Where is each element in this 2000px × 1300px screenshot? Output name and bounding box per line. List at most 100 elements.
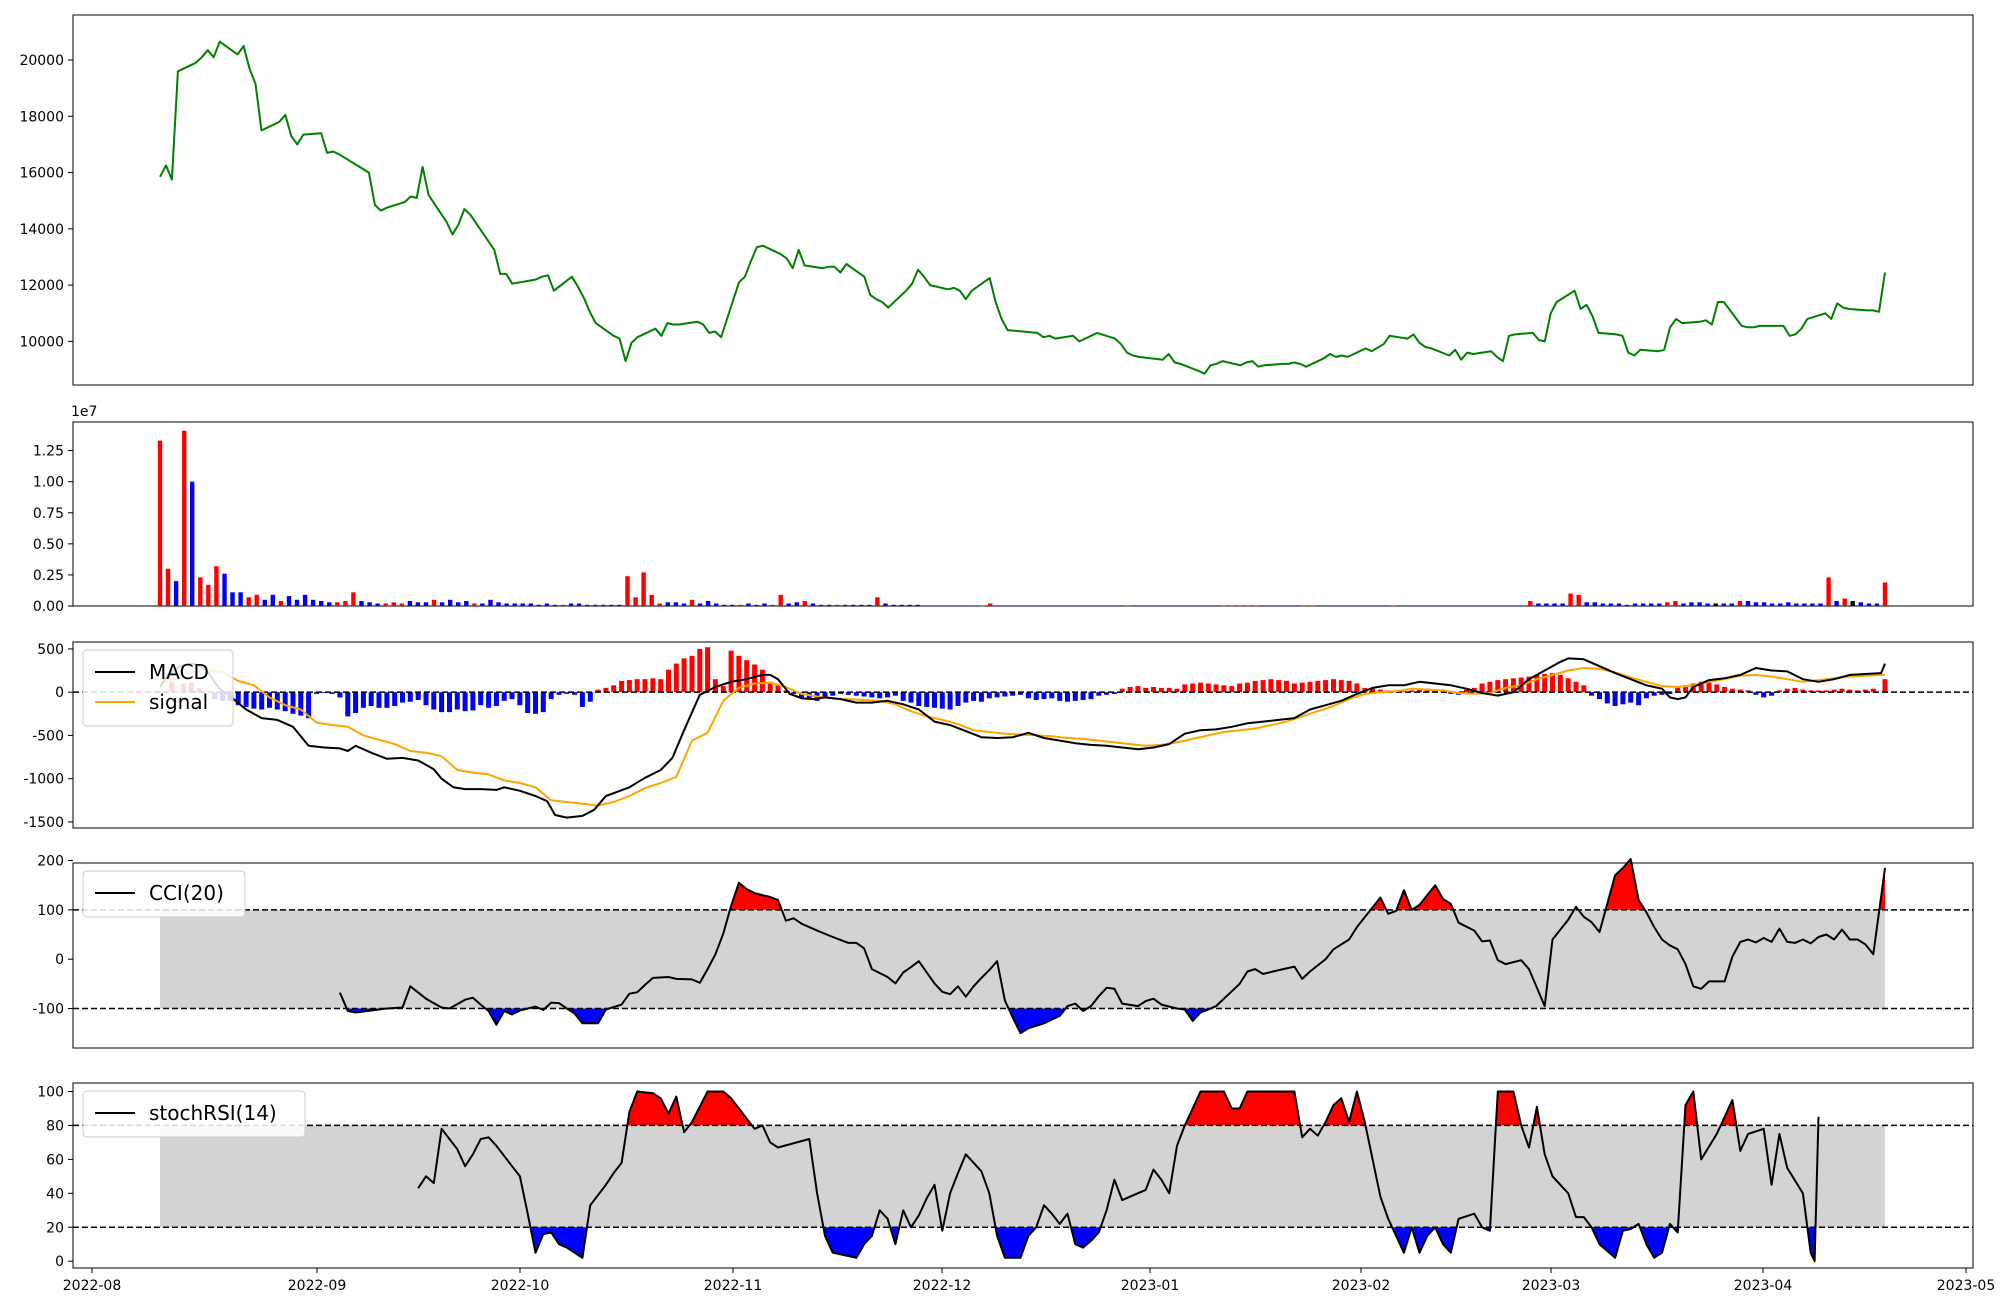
macd-hist-bar: [1816, 690, 1821, 693]
macd-hist-bar: [1088, 692, 1094, 700]
volume-bar: [520, 603, 525, 606]
macd-hist-bar: [1839, 688, 1845, 693]
volume-bar: [1278, 605, 1283, 607]
macd-hist-bar: [978, 692, 984, 702]
macd-hist-bar: [1659, 692, 1665, 695]
volume-bar: [1044, 605, 1049, 607]
macd-hist-bar: [533, 692, 538, 714]
macd-hist-bar: [1862, 689, 1868, 693]
volume-bar: [439, 602, 445, 606]
volume-bar: [730, 604, 735, 606]
macd-hist-bar: [666, 669, 671, 693]
macd-hist-bar: [400, 692, 405, 703]
macd-hist-bar: [986, 692, 992, 699]
volume-bar: [552, 604, 558, 606]
xtick-label: 2022-11: [704, 1278, 763, 1294]
macd-hist-bar: [1338, 680, 1344, 693]
volume-bar: [1100, 605, 1106, 607]
volume-bar: [1786, 602, 1791, 606]
volume-bar: [504, 603, 509, 606]
volume-bar: [544, 603, 550, 606]
cci-oversold-fill: [566, 1008, 609, 1024]
volume-bar: [375, 603, 380, 606]
macd-hist-bar: [525, 692, 531, 713]
volume-bar: [480, 603, 485, 606]
cci-oversold-fill: [1008, 1008, 1066, 1034]
macd-hist-bar: [1550, 673, 1555, 693]
macd-hist-bar: [1377, 689, 1383, 693]
stochrsi-overbought-fill: [1184, 1091, 1301, 1126]
macd-hist-bar: [1291, 683, 1297, 693]
volume-bar: [657, 603, 662, 606]
macd-hist-bar: [1244, 682, 1250, 693]
macd-hist-bar: [1096, 692, 1102, 696]
macd-hist-bar: [548, 692, 554, 700]
macd-hist-bar: [877, 692, 883, 699]
volume-bar: [1520, 605, 1525, 607]
volume-bar: [1375, 605, 1380, 607]
legend-label: stochRSI(14): [149, 1101, 277, 1125]
macd-hist-bar: [1025, 692, 1031, 699]
macd-hist-bar: [1166, 687, 1172, 693]
macd-hist-bar: [822, 692, 828, 698]
volume-bar: [1084, 605, 1090, 607]
macd-hist-bar: [1769, 692, 1775, 696]
volume-bar: [689, 599, 695, 606]
macd-hist-bar: [1636, 692, 1642, 706]
macd-hist-bar: [251, 692, 257, 709]
volume-bar: [1882, 582, 1888, 606]
macd-hist-bar: [1737, 689, 1743, 693]
macd-hist-bar: [994, 692, 1000, 698]
volume-bar: [1794, 603, 1799, 606]
macd-hist-bar: [298, 692, 304, 716]
volume-bar: [367, 602, 372, 606]
volume-bar: [1221, 605, 1227, 607]
macd-hist-bar: [783, 690, 789, 693]
volume-bar: [528, 603, 533, 606]
macd-hist-bar: [1049, 692, 1055, 699]
macd-hist-bar: [423, 692, 429, 706]
macd-hist-bar: [908, 692, 914, 703]
stochrsi-oversold-fill: [1591, 1227, 1634, 1258]
macd-hist-bar: [1104, 692, 1110, 695]
volume-ytick-label: 0.00: [33, 599, 64, 615]
volume-bar: [1350, 605, 1356, 607]
macd-hist-bar: [1831, 689, 1837, 693]
volume-bar: [310, 599, 316, 606]
macd-hist-bar: [1526, 676, 1532, 693]
cci-ytick-label: 0: [55, 952, 64, 968]
macd-hist-bar: [728, 650, 734, 693]
macd-hist-bar: [642, 679, 648, 693]
volume-bar: [198, 577, 203, 606]
volume-bar: [1012, 605, 1017, 607]
volume-bar: [1399, 605, 1404, 607]
volume-bar: [1117, 605, 1122, 607]
macd-hist-bar: [1072, 692, 1078, 701]
volume-bar: [1415, 605, 1420, 607]
macd-hist-bar: [1534, 674, 1540, 693]
macd-hist-bar: [1495, 680, 1501, 693]
volume-bar: [1020, 605, 1025, 607]
volume-bar: [335, 602, 340, 606]
legend-label: CCI(20): [149, 881, 224, 905]
stochrsi-ytick-label: 40: [46, 1186, 64, 1202]
macd-hist-bar: [744, 660, 750, 693]
macd-hist-bar: [1882, 679, 1888, 693]
volume-ytick-label: 1.25: [33, 444, 64, 460]
macd-hist-bar: [1229, 686, 1235, 693]
volume-bar: [1761, 602, 1767, 606]
volume-bar: [343, 601, 348, 606]
volume-bar: [1318, 605, 1323, 607]
volume-bar: [1149, 605, 1154, 607]
macd-hist-bar: [439, 692, 445, 713]
macd-hist-bar: [1510, 678, 1516, 693]
volume-bar: [1568, 593, 1573, 606]
volume-bar: [448, 599, 453, 606]
volume-bar: [1584, 602, 1589, 606]
macd-hist-bar: [947, 692, 953, 710]
macd-hist-bar: [470, 692, 476, 711]
macd-hist-bar: [1323, 680, 1329, 693]
volume-bar: [939, 605, 945, 607]
volume-bar: [1681, 603, 1686, 606]
